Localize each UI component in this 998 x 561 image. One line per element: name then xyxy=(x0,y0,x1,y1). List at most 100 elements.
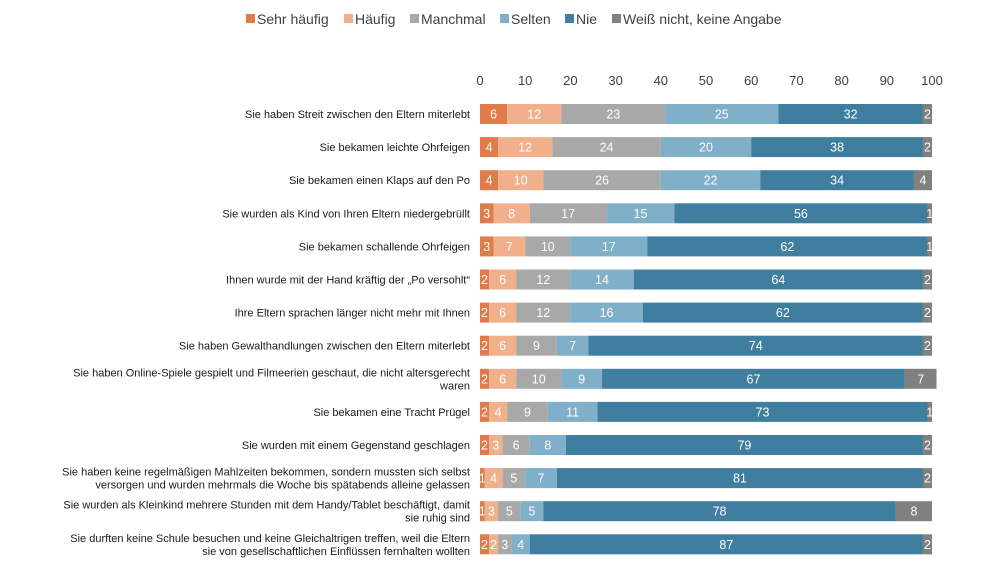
bar-value-label: 6 xyxy=(499,273,506,287)
bar-segment xyxy=(913,170,932,191)
category-label: sie ruhig sind xyxy=(405,513,470,525)
bar-segment xyxy=(484,468,503,489)
category-label: Sie durften keine Schule besuchen und ke… xyxy=(70,533,470,545)
bar-segment xyxy=(556,335,589,356)
bar-segment xyxy=(498,137,553,158)
bar-value-label: 64 xyxy=(771,273,785,287)
bar-segment xyxy=(904,368,937,389)
bar-value-label: 10 xyxy=(514,174,528,188)
category-label: Sie haben Online-Spiele gespielt und Fil… xyxy=(73,367,470,379)
bar-value-label: 7 xyxy=(917,372,924,386)
bar-value-label: 62 xyxy=(776,306,790,320)
bar-segment xyxy=(588,335,923,356)
bar-segment xyxy=(547,401,598,422)
bar-value-label: 4 xyxy=(919,174,926,188)
bar-segment xyxy=(516,368,562,389)
bar-value-label: 2 xyxy=(924,273,931,287)
bar-segment xyxy=(507,401,548,422)
bar-value-label: 16 xyxy=(600,306,614,320)
bar-segment xyxy=(922,534,932,555)
bar-value-label: 1 xyxy=(926,207,933,221)
bar-value-label: 2 xyxy=(481,538,488,552)
bar-value-label: 32 xyxy=(844,108,858,122)
bar-segment xyxy=(498,501,521,522)
category-label: Sie haben Gewalthandlungen zwischen den … xyxy=(179,341,470,353)
bar-value-label: 10 xyxy=(541,240,555,254)
legend-label: Manchmal xyxy=(421,11,486,27)
bar-value-label: 3 xyxy=(488,505,495,519)
bar-value-label: 10 xyxy=(532,372,546,386)
bar-segment xyxy=(602,368,905,389)
x-axis-ticks: 0 10 20 30 40 50 60 70 80 90 100 xyxy=(476,73,942,88)
bar-value-label: 2 xyxy=(481,439,488,453)
bar-value-label: 4 xyxy=(486,174,493,188)
category-label: Ihnen wurde mit der Hand kräftig der „Po… xyxy=(226,275,470,287)
bar-value-label: 8 xyxy=(508,207,515,221)
legend-swatch xyxy=(565,14,574,23)
bar-segment xyxy=(525,236,571,257)
bar-segment xyxy=(751,137,923,158)
x-tick-label: 70 xyxy=(789,73,803,88)
bar-segment xyxy=(633,269,923,290)
bar-value-label: 5 xyxy=(506,505,513,519)
category-label: sie von gesellschaftlichen Einflüssen fe… xyxy=(202,546,470,558)
x-tick-label: 100 xyxy=(921,73,943,88)
bar-value-label: 34 xyxy=(830,174,844,188)
category-label: versorgen und wurden mehrmals die Woche … xyxy=(95,480,470,492)
legend-swatch xyxy=(246,14,255,23)
category-label: Sie wurden als Kleinkind mehrere Stunden… xyxy=(63,500,470,512)
bar-segment xyxy=(480,269,490,290)
bar-value-label: 6 xyxy=(490,108,497,122)
bar-value-label: 24 xyxy=(600,141,614,155)
bar-segment xyxy=(489,335,517,356)
legend-label: Nie xyxy=(576,11,597,27)
bar-segment xyxy=(561,104,666,124)
bar-segment xyxy=(484,501,499,522)
legend-swatch xyxy=(410,14,419,23)
bar-segment xyxy=(529,203,607,224)
bar-segment xyxy=(516,269,571,290)
category-label: Ihre Eltern sprachen länger nicht mehr m… xyxy=(235,308,470,320)
bar-value-label: 87 xyxy=(719,538,733,552)
bar-segment xyxy=(895,501,932,522)
bar-value-label: 2 xyxy=(924,339,931,353)
bar-value-label: 7 xyxy=(538,472,545,486)
bar-value-label: 56 xyxy=(794,207,808,221)
bar-segment xyxy=(922,137,932,158)
bar-value-label: 3 xyxy=(483,240,490,254)
x-tick-label: 20 xyxy=(563,73,577,88)
bar-segment xyxy=(927,236,932,257)
bar-segment xyxy=(543,170,661,191)
category-label: Sie bekamen schallende Ohrfeigen xyxy=(299,241,470,253)
bar-segment xyxy=(647,236,928,257)
x-tick-label: 50 xyxy=(699,73,713,88)
bar-segment xyxy=(480,401,490,422)
bar-value-label: 74 xyxy=(749,339,763,353)
bar-segment xyxy=(493,236,526,257)
bar-value-label: 4 xyxy=(490,472,497,486)
category-label: waren xyxy=(439,380,470,392)
category-label: Sie wurden als Kind von Ihren Eltern nie… xyxy=(222,208,470,220)
bar-value-label: 2 xyxy=(924,306,931,320)
bar-segment xyxy=(498,170,544,191)
bar-segment xyxy=(493,203,530,224)
bar-value-label: 12 xyxy=(536,306,550,320)
bar-segment xyxy=(489,435,503,455)
bar-value-label: 7 xyxy=(569,339,576,353)
bar-value-label: 12 xyxy=(527,108,541,122)
bar-segment xyxy=(480,468,485,489)
bar-segment xyxy=(480,170,499,191)
category-label: Sie bekamen leichte Ohrfeigen xyxy=(320,142,470,154)
x-tick-label: 60 xyxy=(744,73,758,88)
bar-value-label: 5 xyxy=(510,472,517,486)
bar-segment xyxy=(922,104,932,124)
bar-value-label: 2 xyxy=(924,472,931,486)
bar-segment xyxy=(927,203,932,224)
bar-segment xyxy=(922,468,932,489)
bar-value-label: 3 xyxy=(501,538,508,552)
bar-value-label: 78 xyxy=(713,505,727,519)
bar-segment xyxy=(597,401,928,422)
bar-value-label: 22 xyxy=(704,174,718,188)
bar-segment xyxy=(489,269,517,290)
